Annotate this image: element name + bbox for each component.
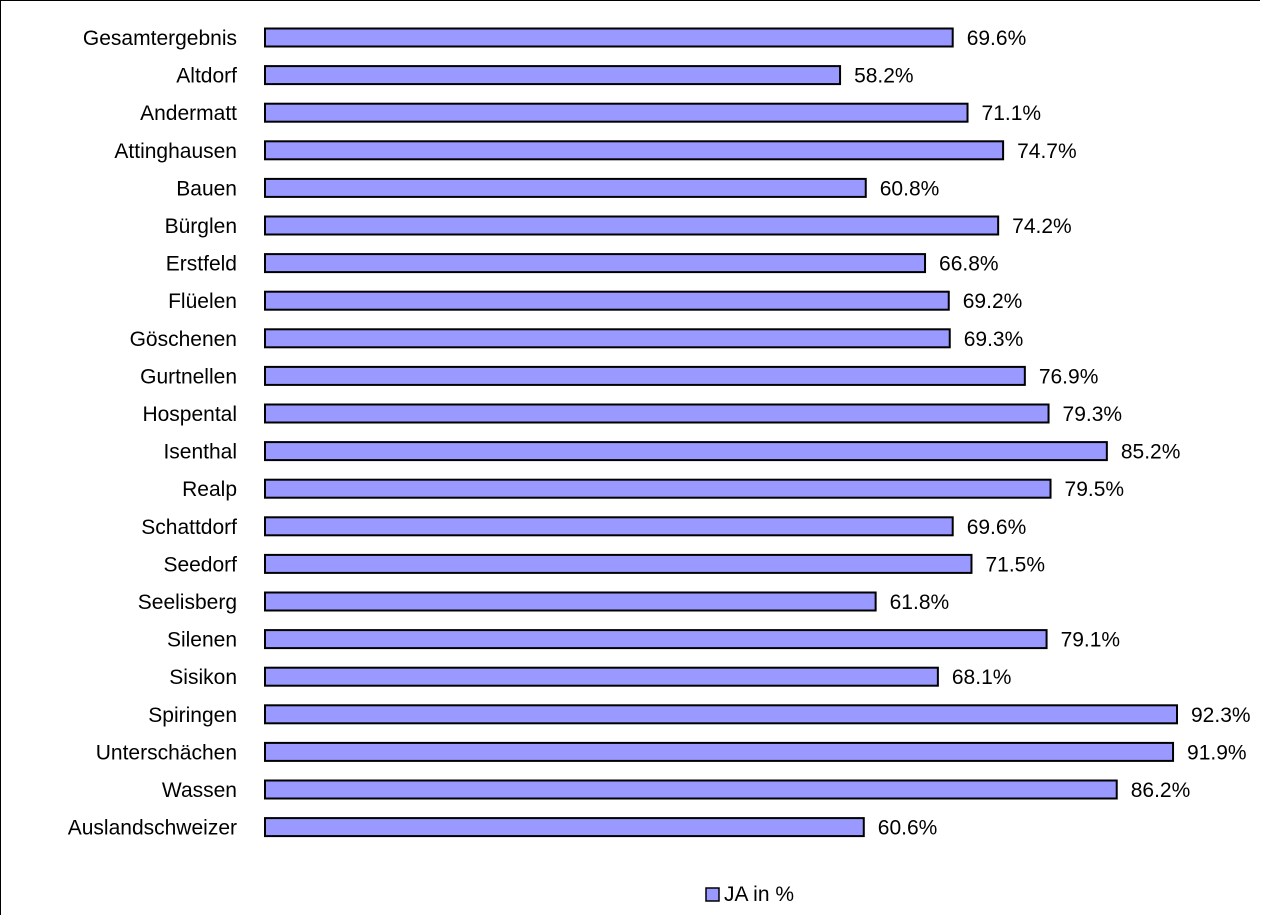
legend-swatch	[705, 887, 720, 902]
value-label: 79.3%	[1063, 403, 1123, 426]
legend-label: JA in %	[724, 883, 794, 906]
legend: JA in %	[705, 883, 794, 906]
category-label: Gesamtergebnis	[83, 27, 237, 50]
value-label: 79.5%	[1065, 478, 1125, 501]
bar	[264, 478, 1052, 499]
value-label: 71.1%	[982, 102, 1042, 125]
category-label: Unterschächen	[96, 741, 237, 764]
value-label: 76.9%	[1039, 365, 1099, 388]
category-label: Gurtnellen	[140, 365, 237, 388]
bar	[264, 403, 1050, 424]
value-label: 74.2%	[1012, 215, 1072, 238]
category-label: Realp	[182, 478, 237, 501]
value-label: 92.3%	[1191, 704, 1251, 727]
value-label: 58.2%	[854, 65, 914, 88]
bar	[264, 177, 867, 198]
bar	[264, 65, 842, 86]
bar	[264, 441, 1108, 462]
bars-layer: Gesamtergebnis 69.6% Altdorf 58.2% Andermatt…	[68, 27, 1251, 840]
bar	[264, 140, 1005, 161]
category-label: Auslandschweizer	[68, 817, 237, 840]
bar	[264, 253, 927, 274]
bar	[264, 666, 939, 687]
bar	[264, 102, 969, 123]
category-label: Göschenen	[130, 328, 237, 351]
bar	[264, 704, 1178, 725]
value-label: 71.5%	[985, 553, 1045, 576]
bar	[264, 290, 950, 311]
category-label: Schattdorf	[141, 516, 237, 539]
value-label: 86.2%	[1131, 779, 1191, 802]
value-label: 91.9%	[1187, 741, 1247, 764]
category-label: Wassen	[162, 779, 237, 802]
bar	[264, 27, 954, 48]
value-label: 69.6%	[967, 516, 1027, 539]
category-label: Erstfeld	[166, 253, 237, 276]
value-label: 69.6%	[967, 27, 1027, 50]
value-label: 60.6%	[878, 817, 938, 840]
value-label: 68.1%	[952, 666, 1012, 689]
category-label: Silenen	[167, 629, 237, 652]
category-label: Bürglen	[165, 215, 237, 238]
bar	[264, 629, 1048, 650]
bar	[264, 779, 1118, 800]
category-label: Hospental	[142, 403, 237, 426]
value-label: 74.7%	[1017, 140, 1077, 163]
value-label: 85.2%	[1121, 441, 1181, 464]
category-label: Bauen	[176, 177, 237, 200]
category-label: Seedorf	[163, 553, 237, 576]
value-label: 69.2%	[963, 290, 1023, 313]
bar	[264, 741, 1175, 762]
category-label: Altdorf	[176, 65, 237, 88]
value-label: 79.1%	[1061, 629, 1121, 652]
bar	[264, 328, 951, 349]
value-label: 69.3%	[964, 328, 1024, 351]
category-label: Flüelen	[168, 290, 237, 313]
category-label: Andermatt	[140, 102, 237, 125]
value-label: 66.8%	[939, 253, 999, 276]
category-label: Sisikon	[169, 666, 237, 689]
bar	[264, 553, 973, 574]
category-label: Isenthal	[163, 441, 237, 464]
bar	[264, 365, 1026, 386]
value-label: 61.8%	[890, 591, 950, 614]
category-label: Attinghausen	[114, 140, 237, 163]
bar	[264, 817, 865, 838]
category-label: Spiringen	[148, 704, 237, 727]
bar	[264, 591, 877, 612]
bar	[264, 516, 954, 537]
value-label: 60.8%	[880, 177, 940, 200]
category-label: Seelisberg	[138, 591, 237, 614]
bar	[264, 215, 1000, 236]
